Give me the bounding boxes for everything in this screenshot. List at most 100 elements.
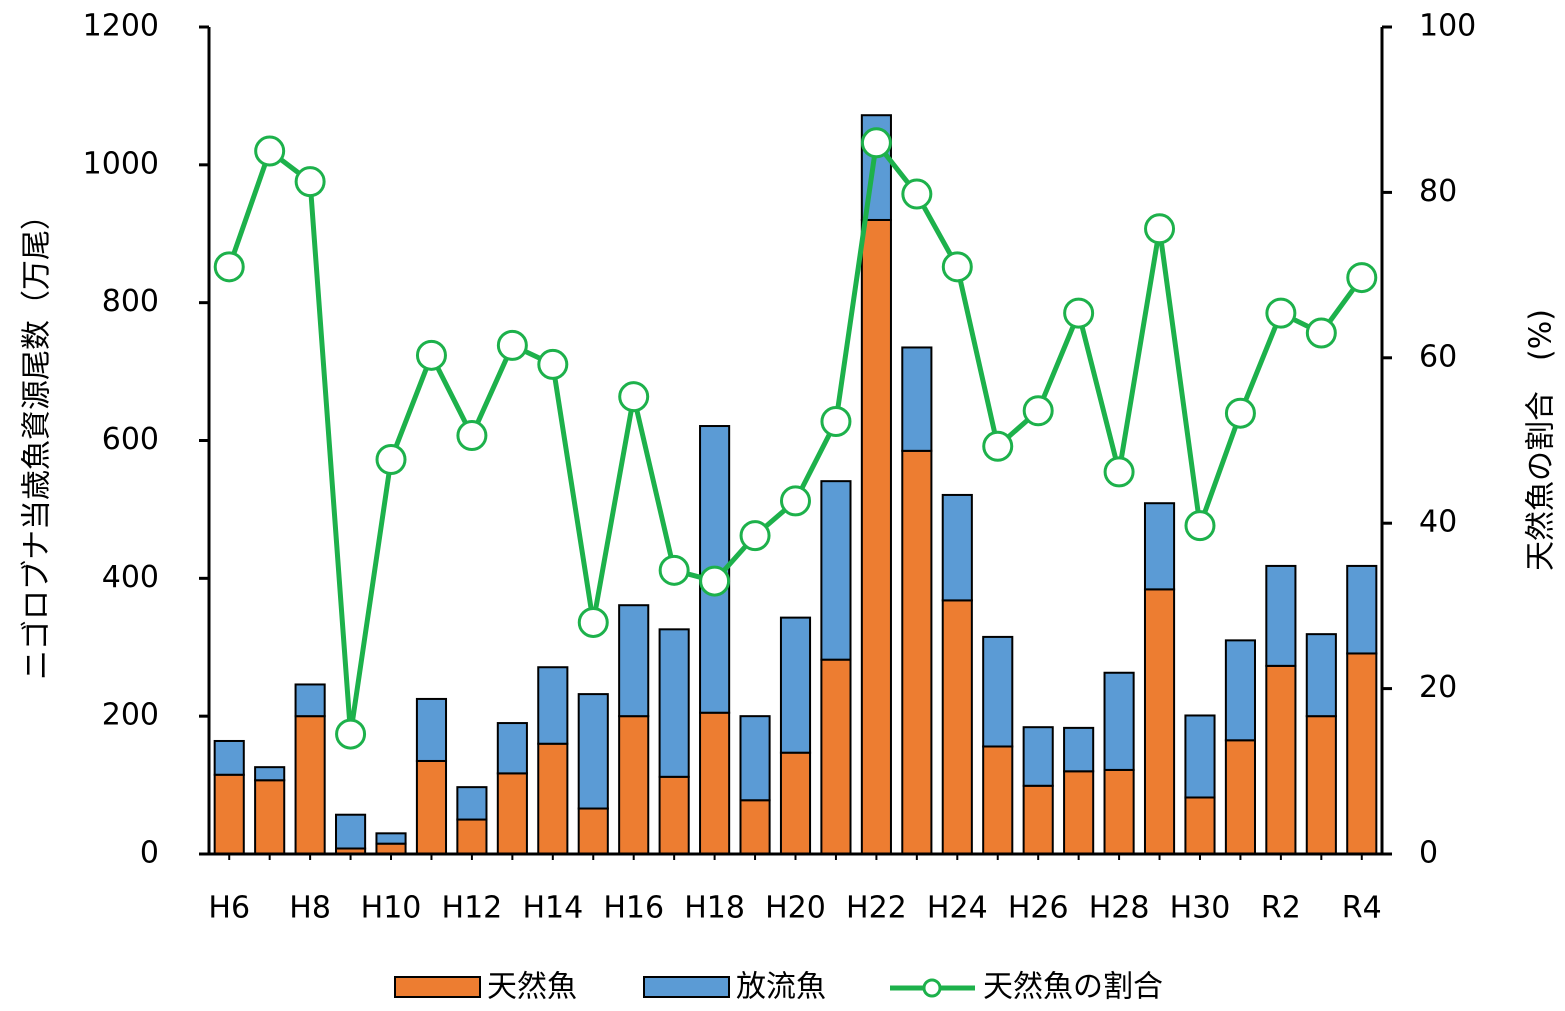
ratio-point xyxy=(254,135,286,167)
x-tick-label: H28 xyxy=(1089,891,1150,926)
left-tick-label: 1200 xyxy=(83,9,159,44)
bar-stocked xyxy=(901,346,933,452)
ratio-point xyxy=(1346,262,1378,294)
right-tick-label: 40 xyxy=(1419,505,1457,540)
bar-stocked xyxy=(537,666,569,745)
ratio-point xyxy=(375,444,407,476)
ratio-point xyxy=(1144,213,1176,245)
ratio-point xyxy=(982,430,1014,462)
bar-stocked xyxy=(254,766,286,782)
ratio-point xyxy=(1224,397,1256,429)
bar-stocked xyxy=(496,722,528,775)
ratio-point xyxy=(1265,297,1297,329)
ratio-point xyxy=(1022,395,1054,427)
ratio-point xyxy=(941,251,973,283)
ratio-point xyxy=(780,485,811,517)
bar-stocked xyxy=(456,786,488,821)
bars-layer xyxy=(213,114,1378,856)
x-tick-label: H30 xyxy=(1170,891,1231,926)
bar-stocked xyxy=(213,739,245,776)
bar-stocked xyxy=(1022,726,1054,787)
bar-natural xyxy=(618,715,650,856)
bar-stocked xyxy=(618,604,650,718)
left-tick-label: 200 xyxy=(102,698,159,733)
bar-stocked xyxy=(577,693,609,810)
bar-stocked xyxy=(941,493,973,602)
left-tick-label: 400 xyxy=(102,560,159,595)
legend-label-ratio: 天然魚の割合 xyxy=(983,970,1163,1005)
bar-stocked xyxy=(779,616,812,754)
bar-natural xyxy=(1346,652,1378,856)
left-tick-label: 600 xyxy=(102,422,159,457)
bar-stocked xyxy=(1224,639,1256,742)
bar-natural xyxy=(1224,739,1256,855)
x-tick-label: H6 xyxy=(208,891,250,926)
bar-natural xyxy=(375,842,407,855)
bar-stocked xyxy=(1346,564,1378,655)
legend-item-natural: 天然魚 xyxy=(394,970,577,1005)
x-tick-label: H10 xyxy=(361,891,422,926)
ratio-point xyxy=(901,178,933,210)
ratio-point xyxy=(1063,297,1095,329)
left-tick-label: 0 xyxy=(140,836,159,871)
x-tick-label: H16 xyxy=(603,891,664,926)
bar-natural xyxy=(496,772,528,855)
right-tick-label: 20 xyxy=(1419,670,1457,705)
bar-natural xyxy=(699,711,731,855)
x-tick-label: H26 xyxy=(1008,891,1069,926)
bar-stocked xyxy=(375,832,407,845)
ratio-point xyxy=(335,718,367,750)
x-tick-label: R4 xyxy=(1342,891,1382,926)
bar-natural xyxy=(213,773,245,856)
bar-stocked xyxy=(415,697,448,762)
bar-natural xyxy=(1265,664,1297,855)
bar-stocked xyxy=(658,628,690,778)
right-tick-label: 100 xyxy=(1419,9,1476,44)
legend-label-stocked: 放流魚 xyxy=(736,970,826,1005)
bar-stocked xyxy=(1305,633,1337,718)
ratio-point xyxy=(618,381,650,413)
bar-stocked xyxy=(739,715,771,802)
ratio-point xyxy=(577,606,609,638)
bar-natural xyxy=(537,742,569,856)
labels-layer: 0 200 400 600 800 1000 1200 0 20 40 60 80 100 H6 H8 H10… xyxy=(83,9,1477,926)
x-tick-label: H18 xyxy=(684,891,745,926)
ratio-point xyxy=(537,348,569,380)
ratio-point xyxy=(739,520,771,552)
bar-natural xyxy=(941,599,973,855)
line-layer xyxy=(213,127,1378,750)
y2-axis-title: 天然魚の割合 (%) xyxy=(1524,309,1559,571)
right-tick-label: 60 xyxy=(1419,339,1457,374)
bar-natural xyxy=(658,775,690,856)
bar-natural xyxy=(1184,796,1216,856)
bar-natural xyxy=(577,807,609,856)
ratio-point xyxy=(699,565,731,597)
bar-natural xyxy=(779,751,812,856)
y-axis-title: ニゴロブナ当歳魚資源尾数（万尾） xyxy=(20,200,55,680)
bar-natural xyxy=(901,449,933,855)
left-tick-label: 800 xyxy=(102,284,159,319)
legend: 天然魚 放流魚 天然魚の割合 xyxy=(394,970,1163,1005)
legend-swatch-natural xyxy=(394,976,481,998)
bar-natural xyxy=(456,818,488,856)
bar-natural xyxy=(294,715,326,856)
bar-stocked xyxy=(1143,502,1176,591)
ratio-point xyxy=(658,554,690,586)
bar-stocked xyxy=(982,635,1014,748)
legend-item-ratio: 天然魚の割合 xyxy=(890,970,1163,1005)
bar-natural xyxy=(1103,768,1135,856)
bar-natural xyxy=(820,658,852,856)
ratio-point xyxy=(1103,456,1135,488)
bar-natural xyxy=(982,745,1014,855)
x-tick-label: H8 xyxy=(289,891,331,926)
right-tick-label: 80 xyxy=(1419,174,1457,209)
bar-natural xyxy=(860,218,892,855)
x-tick-label: H20 xyxy=(765,891,826,926)
bar-stocked xyxy=(1265,564,1297,667)
legend-item-stocked: 放流魚 xyxy=(643,970,826,1005)
bar-natural xyxy=(739,799,771,855)
bar-natural xyxy=(1063,770,1095,855)
ratio-point xyxy=(496,329,528,361)
